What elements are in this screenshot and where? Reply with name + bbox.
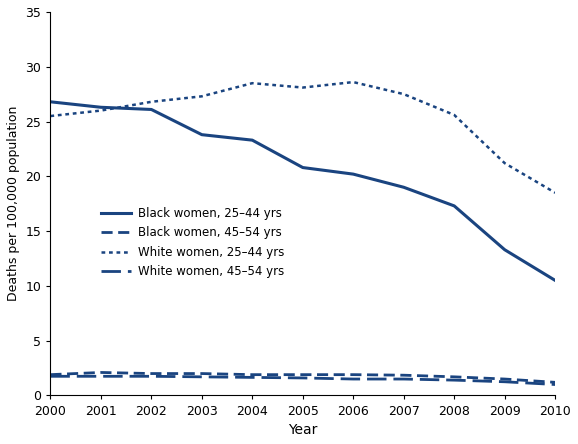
Black women, 25–44 yrs <box>552 278 559 283</box>
Black women, 25–44 yrs <box>299 165 306 170</box>
Black women, 45–54 yrs <box>98 370 105 375</box>
White women, 25–44 yrs <box>98 108 105 113</box>
Line: Black women, 45–54 yrs: Black women, 45–54 yrs <box>50 373 555 382</box>
White women, 45–54 yrs <box>198 374 205 380</box>
Line: Black women, 25–44 yrs: Black women, 25–44 yrs <box>50 102 555 281</box>
White women, 45–54 yrs <box>148 374 155 379</box>
White women, 45–54 yrs <box>299 375 306 381</box>
White women, 25–44 yrs <box>501 160 508 166</box>
Black women, 25–44 yrs <box>198 132 205 137</box>
Black women, 45–54 yrs <box>501 377 508 382</box>
Black women, 45–54 yrs <box>451 374 458 380</box>
Black women, 25–44 yrs <box>148 107 155 112</box>
White women, 25–44 yrs <box>451 112 458 118</box>
White women, 25–44 yrs <box>47 113 54 119</box>
Line: White women, 25–44 yrs: White women, 25–44 yrs <box>50 82 555 193</box>
Black women, 45–54 yrs <box>350 372 357 377</box>
X-axis label: Year: Year <box>288 423 317 437</box>
White women, 25–44 yrs <box>299 85 306 90</box>
Black women, 45–54 yrs <box>401 373 407 378</box>
White women, 25–44 yrs <box>552 190 559 195</box>
White women, 45–54 yrs <box>249 375 256 380</box>
Black women, 45–54 yrs <box>148 371 155 376</box>
White women, 25–44 yrs <box>148 99 155 104</box>
Black women, 45–54 yrs <box>47 372 54 377</box>
White women, 45–54 yrs <box>552 382 559 387</box>
White women, 45–54 yrs <box>98 374 105 379</box>
Black women, 45–54 yrs <box>552 380 559 385</box>
Black women, 45–54 yrs <box>249 372 256 377</box>
Black women, 25–44 yrs <box>401 185 407 190</box>
White women, 45–54 yrs <box>350 377 357 382</box>
Black women, 25–44 yrs <box>501 247 508 252</box>
Legend: Black women, 25–44 yrs, Black women, 45–54 yrs, White women, 25–44 yrs, White wo: Black women, 25–44 yrs, Black women, 45–… <box>97 202 289 283</box>
White women, 45–54 yrs <box>47 374 54 379</box>
White women, 25–44 yrs <box>350 79 357 85</box>
White women, 45–54 yrs <box>501 379 508 385</box>
White women, 45–54 yrs <box>451 377 458 383</box>
Black women, 25–44 yrs <box>350 171 357 177</box>
White women, 25–44 yrs <box>401 91 407 97</box>
Line: White women, 45–54 yrs: White women, 45–54 yrs <box>50 377 555 385</box>
Black women, 25–44 yrs <box>98 105 105 110</box>
Y-axis label: Deaths per 100,000 population: Deaths per 100,000 population <box>7 106 20 301</box>
White women, 25–44 yrs <box>198 94 205 99</box>
Black women, 45–54 yrs <box>299 372 306 377</box>
White women, 45–54 yrs <box>401 377 407 382</box>
Black women, 45–54 yrs <box>198 371 205 376</box>
Black women, 25–44 yrs <box>47 99 54 104</box>
Black women, 25–44 yrs <box>451 203 458 209</box>
Black women, 25–44 yrs <box>249 138 256 143</box>
White women, 25–44 yrs <box>249 80 256 86</box>
